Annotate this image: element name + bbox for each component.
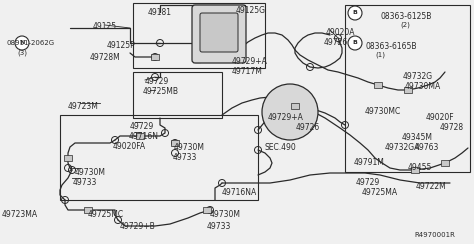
Bar (133, 3, 265, 68)
Circle shape (348, 6, 362, 20)
Text: 49725MA: 49725MA (362, 188, 398, 197)
Text: 49125: 49125 (93, 22, 117, 31)
Text: (2): (2) (400, 22, 410, 29)
Text: 49125G: 49125G (236, 6, 266, 15)
Text: 49722M: 49722M (416, 182, 447, 191)
Text: (3): (3) (17, 50, 27, 57)
Text: 49732G: 49732G (403, 72, 433, 81)
Text: 49732GA: 49732GA (385, 143, 420, 152)
Text: 49729+A: 49729+A (268, 113, 304, 122)
Text: 49733: 49733 (207, 222, 231, 231)
Bar (411, 167, 419, 173)
Text: 49020A: 49020A (326, 28, 356, 37)
Circle shape (15, 36, 29, 50)
Text: 49020FA: 49020FA (113, 142, 146, 151)
Text: 49729: 49729 (356, 178, 380, 187)
Bar (60, 115, 258, 200)
Text: 49723MA: 49723MA (2, 210, 38, 219)
Circle shape (348, 36, 362, 50)
Text: 49729: 49729 (145, 77, 169, 86)
Text: 49729: 49729 (130, 122, 154, 131)
Text: 49730MA: 49730MA (405, 82, 441, 91)
Text: 49728: 49728 (440, 123, 464, 132)
Text: B: B (353, 10, 357, 16)
Text: 49726: 49726 (296, 123, 320, 132)
Bar (136, 133, 144, 139)
Text: 49729+A: 49729+A (232, 57, 268, 66)
Bar (291, 103, 299, 109)
Bar (133, 72, 222, 118)
Text: 49716NA: 49716NA (222, 188, 257, 197)
Bar (203, 207, 211, 213)
FancyBboxPatch shape (200, 13, 238, 52)
Text: 49763: 49763 (415, 143, 439, 152)
FancyBboxPatch shape (192, 5, 246, 63)
Text: 49728M: 49728M (90, 53, 121, 62)
Bar (151, 54, 159, 60)
Text: 49730M: 49730M (75, 168, 106, 177)
Bar (84, 207, 92, 213)
Text: 08363-6165B: 08363-6165B (366, 42, 418, 51)
Text: 08911-2062G: 08911-2062G (7, 40, 55, 46)
Text: N: N (19, 41, 25, 45)
Text: 49020F: 49020F (426, 113, 455, 122)
Text: 49725MC: 49725MC (88, 210, 124, 219)
Text: 49730M: 49730M (174, 143, 205, 152)
Text: 49733: 49733 (173, 153, 197, 162)
Bar (171, 140, 179, 146)
Text: 49723M: 49723M (68, 102, 99, 111)
Text: 49125P: 49125P (107, 41, 136, 50)
Text: 49455: 49455 (408, 163, 432, 172)
Text: 49730M: 49730M (210, 210, 241, 219)
Circle shape (262, 84, 318, 140)
Text: 49729+B: 49729+B (120, 222, 156, 231)
Text: 49725MB: 49725MB (143, 87, 179, 96)
Text: 49791M: 49791M (354, 158, 385, 167)
Text: R4970001R: R4970001R (414, 232, 455, 238)
Text: 49733: 49733 (73, 178, 97, 187)
Text: SEC.490: SEC.490 (265, 143, 297, 152)
Bar (374, 82, 382, 88)
Text: 49730MC: 49730MC (365, 107, 401, 116)
Text: 49717M: 49717M (232, 67, 263, 76)
Bar (64, 155, 72, 161)
Text: (1): (1) (375, 52, 385, 59)
Bar (404, 87, 412, 93)
Text: 49345M: 49345M (402, 133, 433, 142)
Text: 49716N: 49716N (129, 132, 159, 141)
Bar (345, 5, 470, 172)
Bar (441, 160, 449, 166)
Text: 49726: 49726 (324, 38, 348, 47)
Text: 49181: 49181 (148, 8, 172, 17)
Text: 08363-6125B: 08363-6125B (381, 12, 432, 21)
Text: B: B (353, 41, 357, 45)
